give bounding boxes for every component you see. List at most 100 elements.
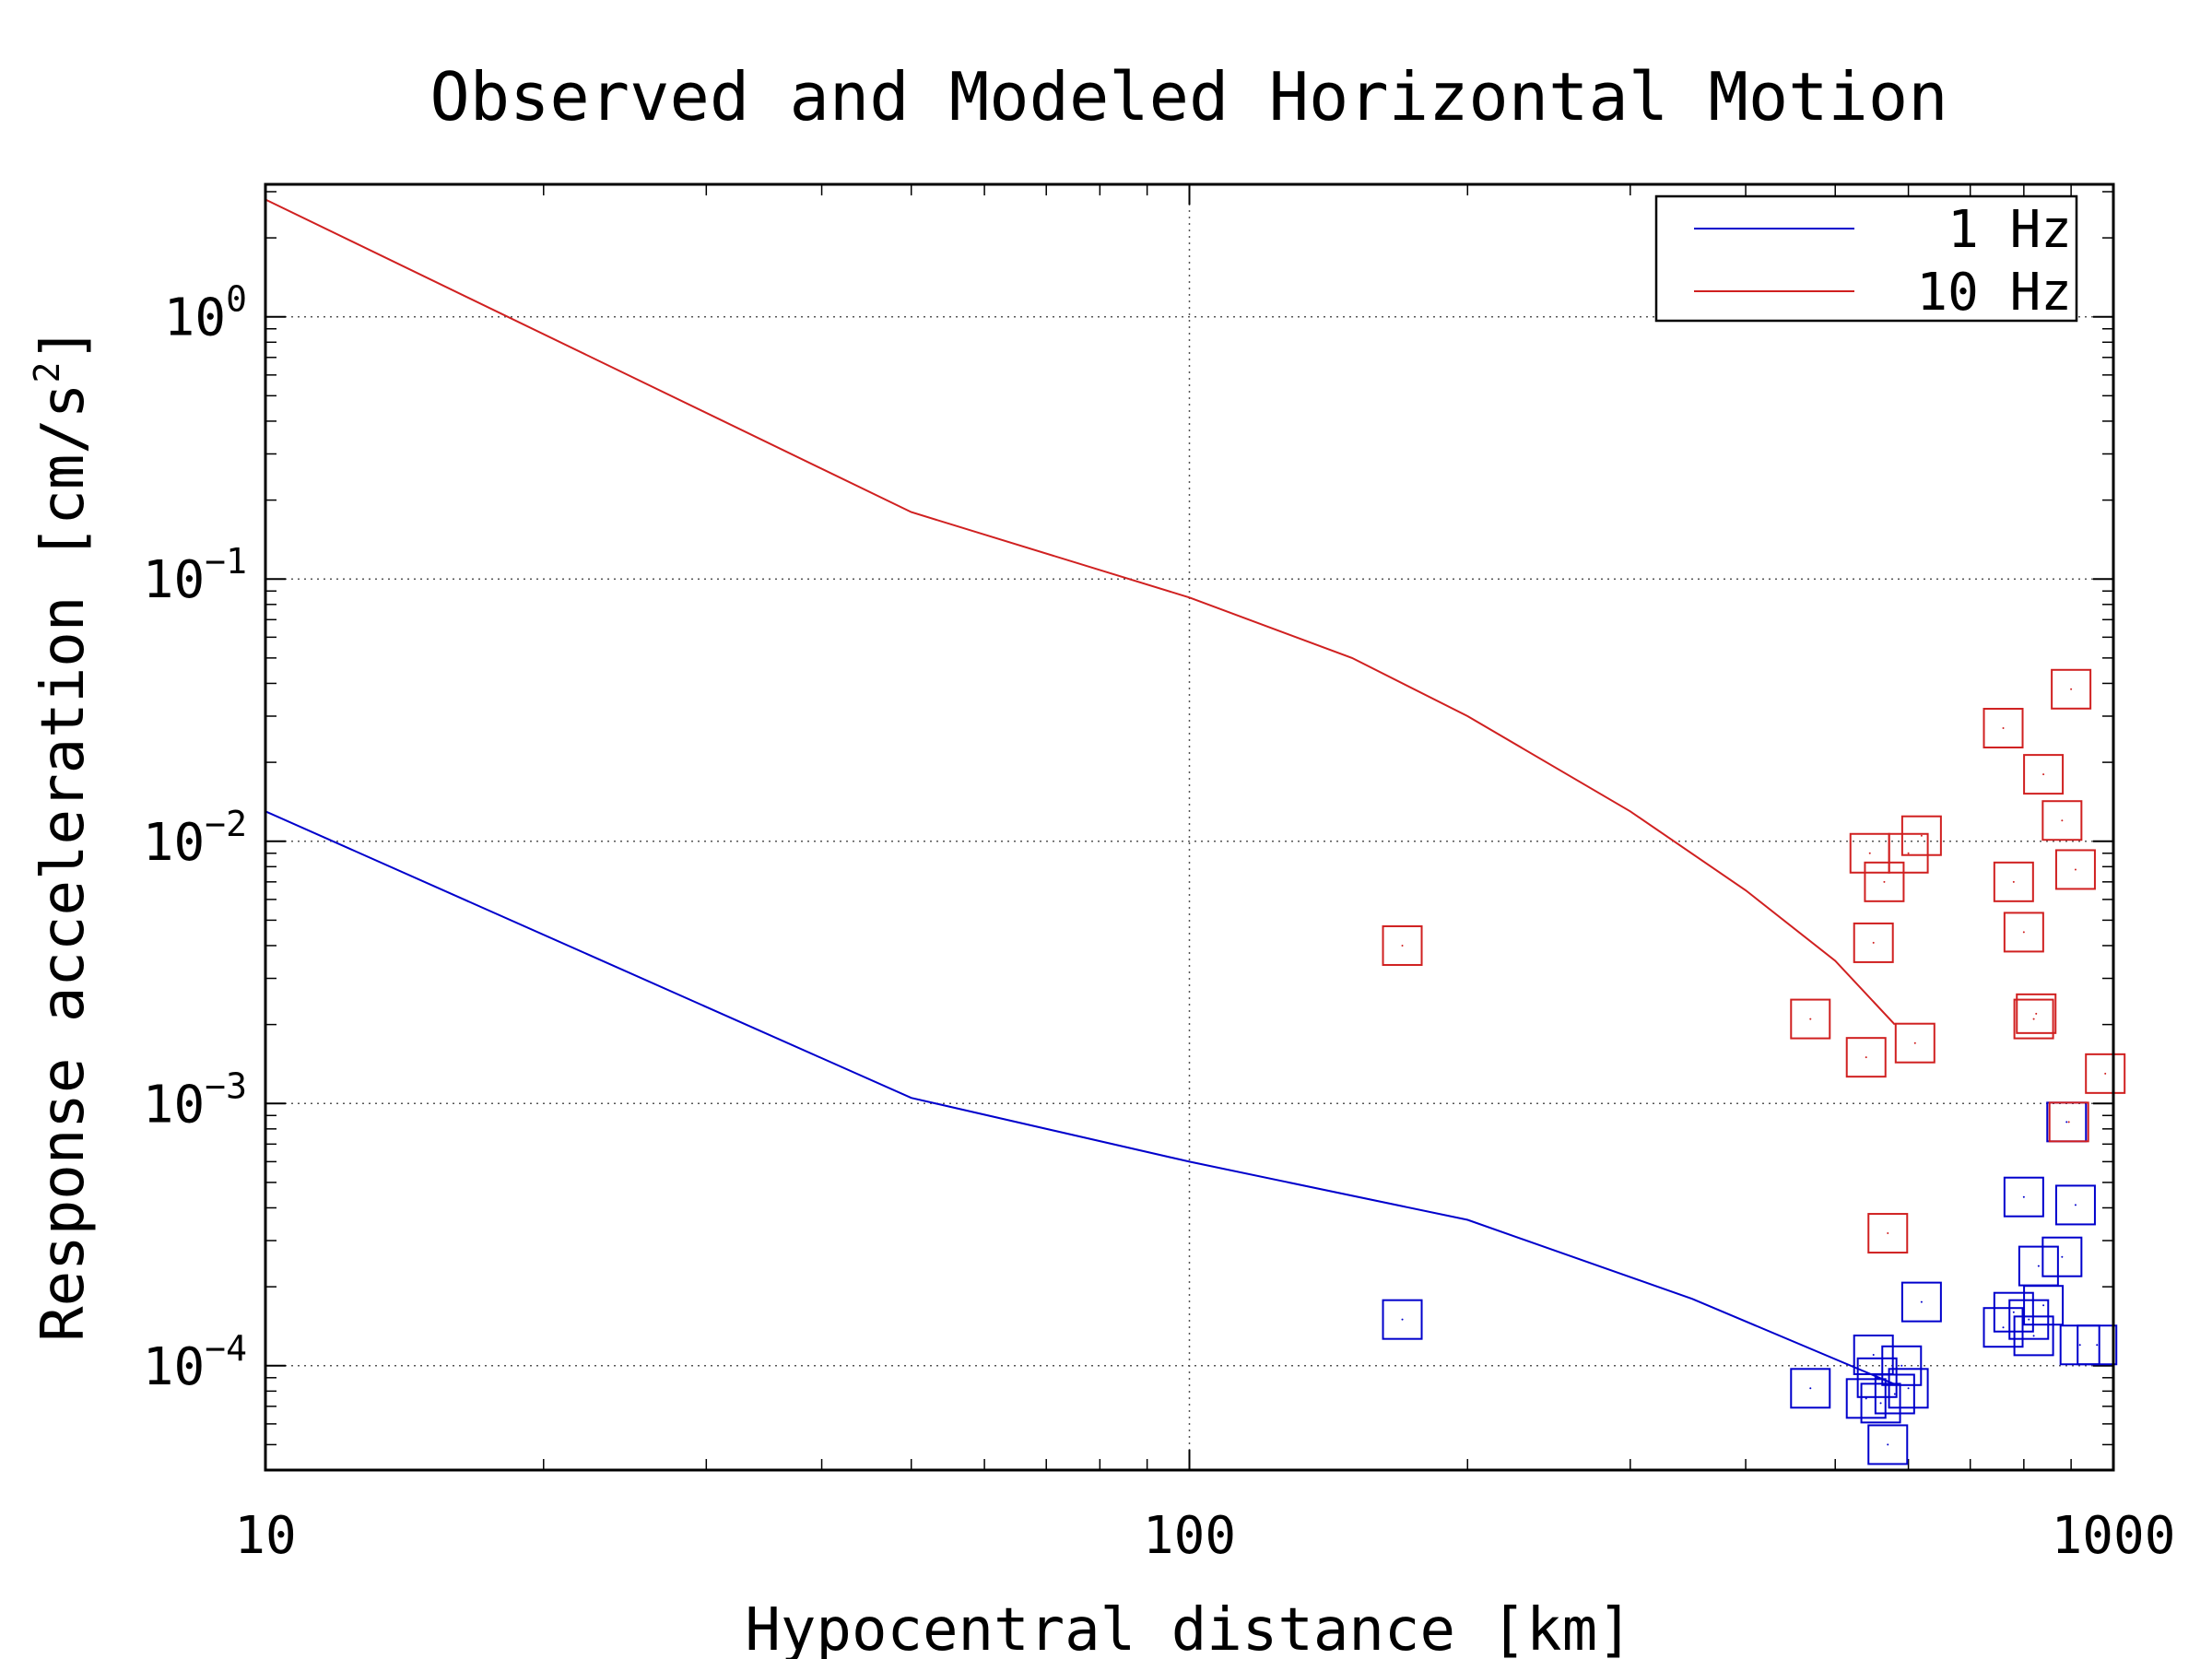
observed-point-1hz [1874,1373,1915,1415]
model-line-1hz [265,810,1896,1385]
observed-point-10hz [1382,924,1423,966]
observed-point-10hz [2041,800,2083,841]
observed-points [1382,668,2126,1465]
observed-point-center-10hz [1907,852,1910,854]
observed-point-center-1hz [2065,1121,2068,1124]
minor-ticks [265,184,2114,1470]
x-tick-label: 1000 [2052,1506,2176,1566]
y-tick-label: 10−2 [143,804,247,873]
observed-point-10hz [1790,998,1831,1040]
observed-point-10hz [2003,912,2044,953]
observed-point-center-10hz [2042,773,2045,776]
observed-point-1hz [1983,1307,2024,1348]
observed-point-1hz [2054,1184,2096,1226]
observed-point-10hz [1888,832,1929,874]
observed-point-10hz [1983,708,2024,749]
observed-point-10hz [1900,815,1942,856]
observed-point-10hz [1853,922,1894,963]
observed-point-center-10hz [2067,1121,2070,1124]
observed-point-10hz [2013,998,2054,1040]
observed-point-center-1hz [1907,1387,1910,1390]
y-axis-label-end: ] [29,326,98,362]
observed-point-center-10hz [1872,941,1875,944]
observed-point-10hz [2054,849,2096,890]
observed-point-center-1hz [1879,1402,1882,1405]
y-tick-label: 10−1 [143,541,247,610]
y-tick-base: 10 [143,1337,205,1397]
observed-point-10hz [1894,1022,1936,1064]
observed-point-center-1hz [1872,1354,1875,1357]
y-tick-base: 10 [164,288,226,348]
observed-point-1hz [1790,1368,1831,1409]
observed-point-1hz [1860,1382,1901,1424]
x-tick-label: 100 [1143,1506,1236,1566]
y-tick-label: 100 [164,279,247,348]
observed-point-center-1hz [2002,1326,2005,1329]
observed-point-center-10hz [2022,931,2025,934]
observed-point-center-1hz [1865,1397,1867,1400]
observed-point-center-1hz [2042,1304,2045,1307]
observed-point-center-10hz [2012,880,2015,883]
observed-point-10hz [1867,1213,1909,1254]
observed-point-10hz [2051,668,2092,710]
observed-point-center-10hz [1913,1041,1916,1044]
observed-point-1hz [1900,1281,1942,1323]
observed-point-center-10hz [2061,819,2064,822]
legend: 1 Hz 10 Hz [1654,194,2078,323]
y-tick-exp: 0 [226,279,247,320]
y-tick-base: 10 [143,550,205,610]
y-tick-exp: −4 [205,1328,247,1369]
observed-point-center-1hz [2028,1318,2030,1321]
y-tick-label: 10−4 [143,1328,247,1397]
observed-point-center-10hz [2032,1018,2035,1020]
observed-point-1hz [1382,1299,1423,1340]
observed-point-center-1hz [2012,1311,2015,1313]
observed-point-1hz [2013,1315,2054,1357]
observed-point-center-10hz [1920,834,1923,837]
observed-point-center-1hz [2022,1195,2025,1198]
observed-point-center-1hz [1887,1443,1889,1446]
observed-point-center-10hz [1887,1232,1889,1235]
observed-point-center-1hz [2037,1265,2040,1267]
observed-point-1hz [1881,1345,1923,1386]
observed-point-center-10hz [1865,1056,1867,1059]
y-axis-label: Response acceleration [cm/s2] [27,326,98,1342]
observed-point-center-1hz [1900,1364,1903,1367]
observed-point-10hz [1864,861,1905,902]
observed-point-1hz [1888,1368,1929,1409]
observed-point-center-1hz [1876,1376,1878,1379]
observed-point-1hz [2008,1299,2050,1340]
y-axis-label-main: Response acceleration [cm/s [29,383,98,1342]
observed-point-center-10hz [1809,1018,1812,1020]
observed-point-center-1hz [2078,1344,2081,1347]
observed-point-center-1hz [1920,1300,1923,1303]
observed-point-center-1hz [2032,1335,2035,1337]
observed-point-center-1hz [2074,1204,2077,1206]
x-tick-labels: 10 100 1000 [234,1506,2175,1566]
observed-point-10hz [1993,861,2034,902]
observed-point-center-1hz [2096,1344,2099,1347]
observed-point-10hz [1845,1037,1887,1078]
legend-box [1654,194,2078,323]
observed-point-center-10hz [1401,944,1404,947]
observed-point-center-10hz [1883,880,1886,883]
observed-point-10hz [2048,1101,2089,1143]
model-line-10hz [265,198,1896,1026]
observed-point-10hz [2023,754,2065,795]
observed-point-center-10hz [2074,868,2077,871]
grid [265,184,2113,1470]
observed-point-center-10hz [2035,1012,2038,1015]
observed-point-center-1hz [1893,1393,1896,1395]
model-lines [265,198,1896,1385]
y-tick-base: 10 [143,813,205,873]
observed-point-1hz [2041,1236,2083,1277]
chart-title: Observed and Modeled Horizontal Motion [429,58,1947,135]
plot-frame [264,182,2115,1472]
observed-point-1hz [2023,1285,2065,1326]
observed-point-1hz [2003,1176,2044,1218]
y-axis-label-sup: 2 [27,362,67,383]
observed-point-center-1hz [1401,1318,1404,1321]
observed-point-center-1hz [2061,1255,2064,1258]
